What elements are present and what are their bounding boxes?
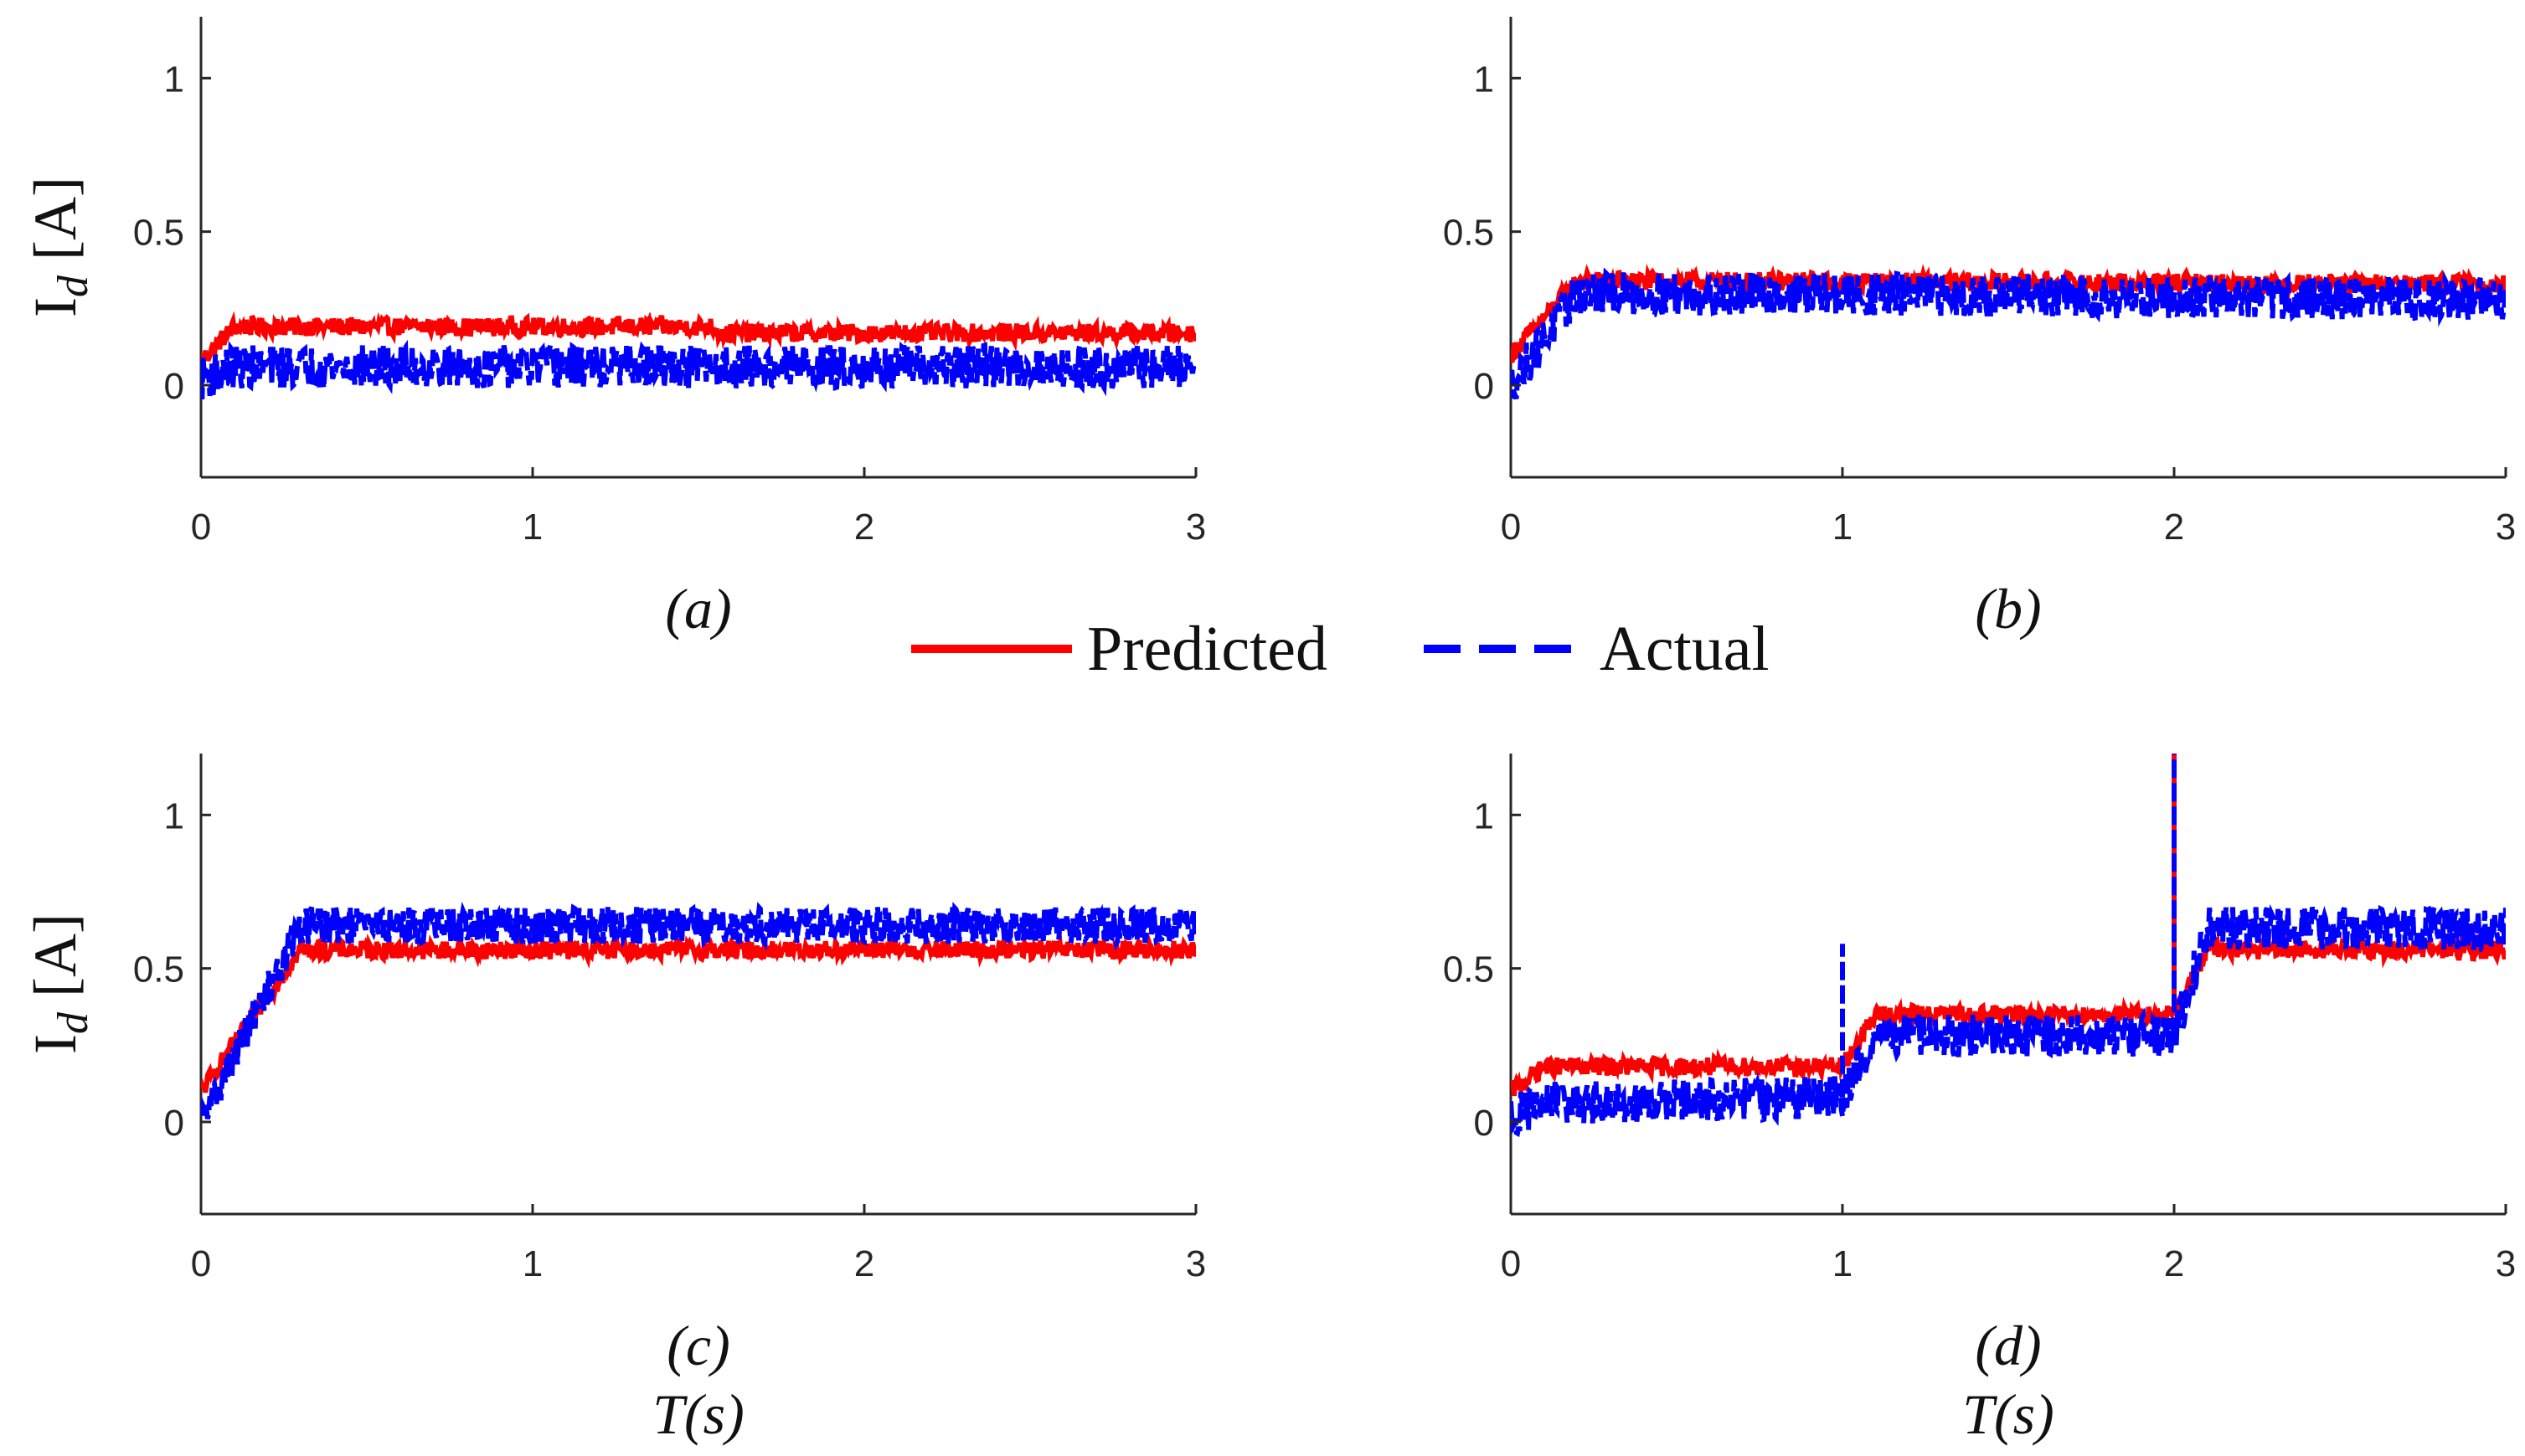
subplot-caption: (a) [665, 577, 731, 641]
subplot-c: 0 1 2 3 0 0.5 1 (c)T(s) Id [A] [22, 754, 1206, 1446]
legend-actual-label: Actual [1600, 614, 1770, 684]
x-tick-label: 1 [523, 507, 543, 548]
y-tick-label: 1 [164, 59, 184, 100]
series-actual-line [201, 339, 1196, 399]
y-tick-label: 0.5 [133, 949, 184, 990]
x-axis-label: T(s) [1962, 1382, 2054, 1446]
subplots: 0 1 2 3 0 0.5 1 (a) Id [A] 0 1 2 3 0 0.5 1 (b) 0 1 2 3 0 0.5 1 (… [22, 17, 2516, 1446]
subplot-d: 0 1 2 3 0 0.5 1 (d)T(s) [1443, 754, 2516, 1446]
series-group [201, 900, 1196, 1120]
y-tick-label: 0 [164, 366, 184, 407]
y-tick-label: 0.5 [1443, 213, 1494, 254]
y-tick-label: 0.5 [133, 213, 184, 254]
x-tick-label: 2 [854, 1243, 874, 1284]
x-tick-label: 2 [2164, 507, 2184, 548]
x-tick-label: 0 [1501, 1243, 1521, 1284]
y-tick-label: 0 [164, 1103, 184, 1144]
x-tick-label: 0 [191, 1243, 211, 1284]
x-tick-label: 1 [1832, 1243, 1853, 1284]
series-group [1511, 263, 2506, 400]
y-tick-label: 0.5 [1443, 949, 1494, 990]
series-predicted-line [201, 311, 1196, 366]
y-tick-label: 0 [1474, 366, 1494, 407]
x-tick-label: 3 [2496, 507, 2516, 548]
x-tick-label: 2 [854, 507, 874, 548]
x-tick-label: 3 [2496, 1243, 2516, 1284]
y-tick-label: 1 [164, 795, 184, 836]
subplot-b: 0 1 2 3 0 0.5 1 (b) [1443, 17, 2516, 641]
series-group [1511, 754, 2506, 1138]
series-predicted-line [201, 931, 1196, 1093]
series-group [201, 311, 1196, 399]
x-tick-label: 0 [191, 507, 211, 548]
y-tick-label: 1 [1474, 795, 1494, 836]
x-tick-label: 2 [2164, 1243, 2184, 1284]
x-axis-label: T(s) [652, 1382, 745, 1446]
x-tick-label: 3 [1186, 1243, 1206, 1284]
y-tick-label: 0 [1474, 1103, 1494, 1144]
legend-predicted-label: Predicted [1087, 614, 1327, 684]
series-actual-line [1511, 265, 2506, 400]
y-axis-label: Id [A] [22, 177, 97, 317]
x-tick-label: 3 [1186, 507, 1206, 548]
series-actual-line [201, 900, 1196, 1120]
legend: Predicted Actual [911, 614, 1770, 684]
y-tick-label: 1 [1474, 59, 1494, 100]
x-tick-label: 0 [1501, 507, 1521, 548]
subplot-caption: (d) [1975, 1314, 2041, 1377]
subplot-caption: (c) [667, 1314, 729, 1377]
subplot-caption: (b) [1975, 577, 2041, 641]
y-axis-label: Id [A] [22, 913, 97, 1054]
x-tick-label: 1 [1832, 507, 1853, 548]
series-actual-line [1511, 754, 2506, 1138]
subplot-a: 0 1 2 3 0 0.5 1 (a) Id [A] [22, 17, 1206, 641]
x-tick-label: 1 [523, 1243, 543, 1284]
